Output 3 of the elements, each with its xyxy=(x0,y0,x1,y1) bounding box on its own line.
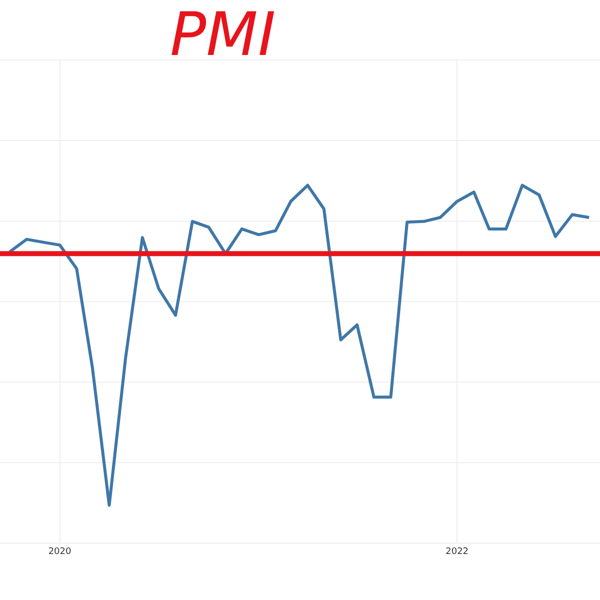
chart-title: PMI xyxy=(170,0,276,70)
x-tick-label: 2020 xyxy=(48,546,72,557)
x-tick-label: 2022 xyxy=(446,546,469,557)
